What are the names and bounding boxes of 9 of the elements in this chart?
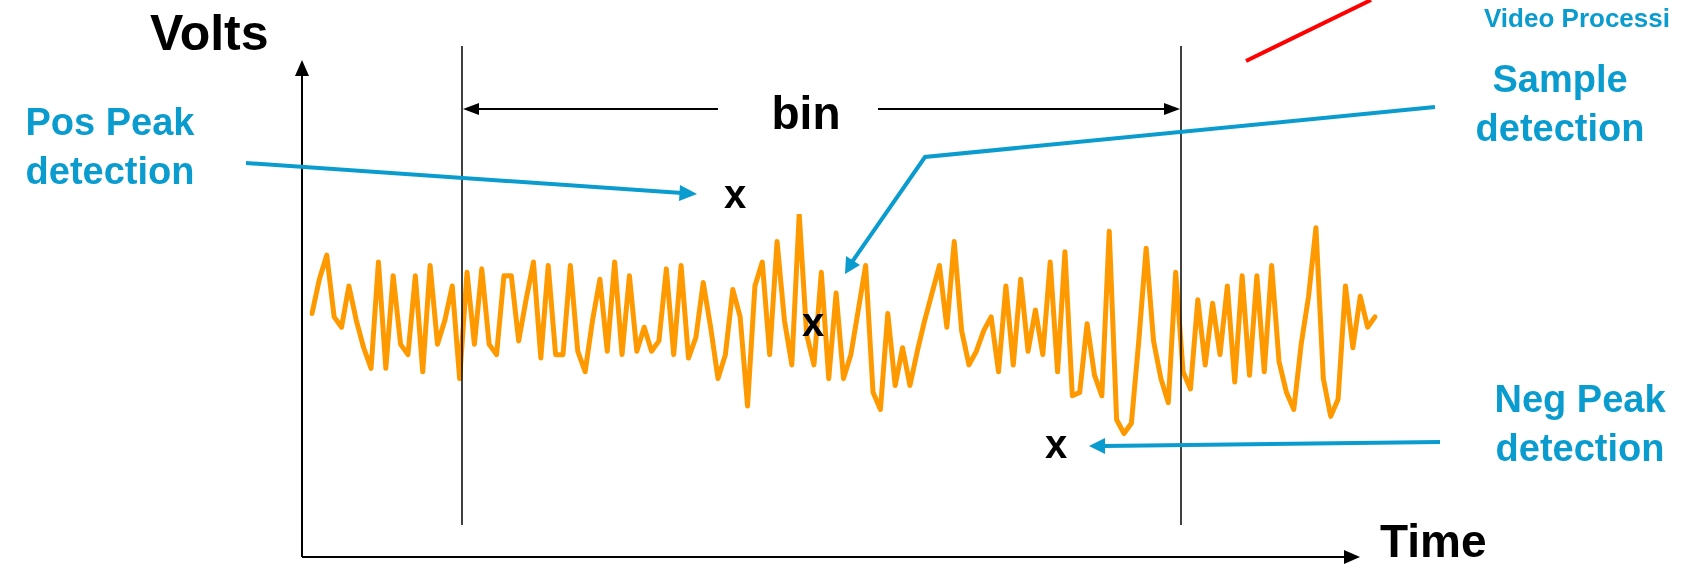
text: Sample detection bbox=[1474, 57, 1646, 152]
text: bin bbox=[770, 86, 842, 141]
annotation: x bbox=[722, 171, 748, 218]
text: Neg Peak detection bbox=[1493, 377, 1667, 472]
annotation: x bbox=[1043, 421, 1069, 468]
text: Video Processi bbox=[1484, 2, 1671, 35]
text: Pos Peak detection bbox=[24, 100, 196, 195]
x-axis-title: Time bbox=[1380, 515, 1487, 567]
y-axis-title: Volts bbox=[150, 5, 269, 61]
